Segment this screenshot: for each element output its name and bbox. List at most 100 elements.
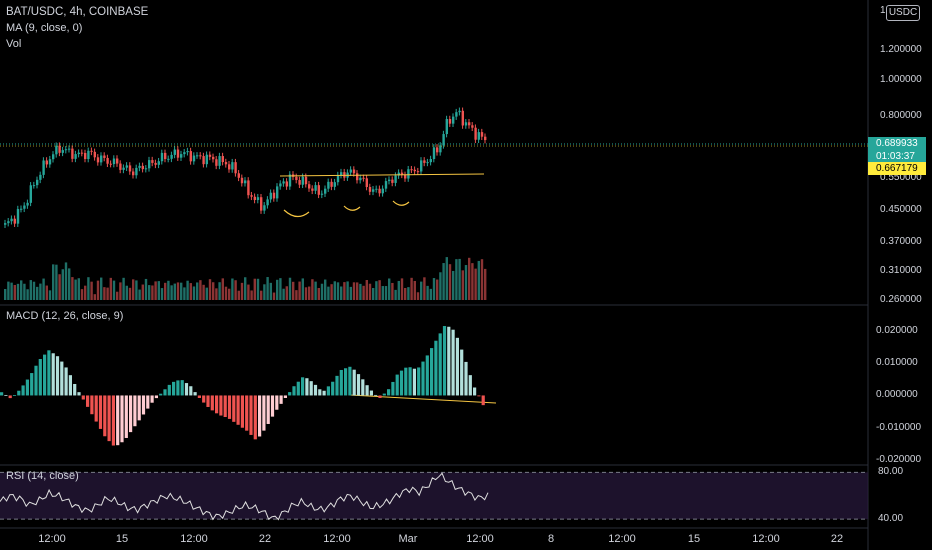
- macd-bar: [21, 385, 25, 396]
- head-arc: [283, 209, 310, 218]
- candle-body: [362, 177, 365, 179]
- volume-bar: [250, 290, 253, 300]
- symbol-legend[interactable]: BAT/USDC, 4h, COINBASE: [6, 6, 149, 18]
- volume-bar: [314, 281, 317, 300]
- price-axis-label: 0.800000: [880, 110, 922, 122]
- candle-body: [208, 154, 212, 157]
- volume-bar: [244, 277, 247, 300]
- candle-body: [39, 174, 42, 180]
- macd-bar: [473, 387, 477, 396]
- rsi-legend[interactable]: RSI (14, close): [6, 470, 79, 482]
- time-axis-label: 22: [258, 533, 272, 545]
- volume-bar: [426, 285, 429, 300]
- volume-legend[interactable]: Vol: [6, 38, 22, 50]
- last-price-tag: 0.689933: [868, 137, 926, 150]
- chart-grid: [0, 0, 869, 550]
- volume-bar: [324, 279, 327, 300]
- volume-bar: [103, 287, 106, 300]
- volume-bar: [42, 278, 45, 300]
- macd-bar: [283, 395, 287, 398]
- candle-body: [304, 176, 308, 185]
- candle-body: [458, 110, 461, 113]
- neckline: [279, 173, 485, 177]
- volume-bar: [362, 285, 365, 300]
- volume-bar: [455, 259, 458, 300]
- volume-bar: [224, 286, 228, 300]
- candle-body: [100, 155, 103, 163]
- candle-body: [36, 179, 39, 186]
- macd-bar: [150, 395, 154, 403]
- candle-body: [244, 180, 247, 184]
- macd-bar: [434, 340, 438, 396]
- macd-bar: [227, 395, 232, 419]
- macd-bar: [51, 353, 55, 396]
- ma-line: [5, 120, 485, 223]
- macd-bar: [468, 375, 472, 396]
- macd-bar: [296, 381, 300, 396]
- candle-body: [320, 193, 324, 195]
- macd-legend[interactable]: MACD (12, 26, close, 9): [6, 310, 124, 322]
- currency-badge[interactable]: USDC: [886, 5, 920, 21]
- macd-bar: [481, 395, 485, 406]
- candle-body: [240, 177, 244, 184]
- macd-bar: [382, 393, 386, 396]
- time-axis-label: 12:00: [752, 533, 780, 545]
- macd-bar: [266, 395, 270, 424]
- volume-bar: [340, 286, 343, 300]
- macd-bar: [305, 378, 309, 396]
- macd-bar: [245, 395, 249, 431]
- macd-axis-label: -0.020000: [876, 454, 922, 465]
- candle-body: [112, 158, 116, 165]
- volume-bar: [439, 272, 442, 300]
- volume-bar: [436, 279, 439, 300]
- volume-bar: [260, 290, 263, 300]
- macd-bar: [309, 381, 313, 396]
- macd-bar: [60, 361, 64, 396]
- candle-body: [439, 145, 442, 153]
- volume-bar: [64, 262, 68, 300]
- candle-body: [228, 164, 231, 170]
- macd-bar: [232, 395, 236, 422]
- volume-bar: [304, 287, 308, 300]
- volume-bar: [228, 288, 231, 300]
- macd-bar: [322, 390, 326, 396]
- candle-body: [141, 165, 144, 170]
- volume-bar: [477, 260, 480, 300]
- time-axis-label: 15: [687, 533, 701, 545]
- candle-body: [298, 180, 301, 185]
- ma-legend[interactable]: MA (9, close, 0): [6, 22, 83, 34]
- macd-bar: [137, 395, 141, 421]
- price-axis-label: 1.200000: [880, 44, 922, 55]
- candle-body: [471, 125, 474, 128]
- macd-bar: [103, 395, 107, 437]
- candle-body: [368, 186, 372, 192]
- volume-bar: [80, 289, 84, 300]
- candle-body: [74, 154, 77, 159]
- candle-body: [381, 188, 384, 194]
- volume-bar: [279, 278, 282, 300]
- candle-body: [420, 160, 423, 172]
- macd-bar: [133, 395, 137, 427]
- macd-bar: [447, 326, 451, 396]
- volume-bar: [381, 286, 384, 300]
- candle-body: [16, 209, 20, 224]
- candle-body: [29, 185, 32, 203]
- macd-bar: [189, 386, 193, 396]
- macd-bar: [141, 395, 146, 415]
- candle-body: [404, 174, 407, 179]
- macd-bar: [455, 337, 459, 396]
- macd-bar: [107, 395, 111, 442]
- volume-bar: [189, 283, 192, 300]
- candle-body: [196, 155, 199, 157]
- candle-body: [148, 160, 151, 169]
- candle-body: [288, 174, 292, 187]
- volume-bar: [20, 280, 23, 300]
- candle-body: [186, 151, 189, 153]
- volume-bar: [196, 282, 199, 300]
- macd-bar: [163, 389, 167, 396]
- macd-bar: [98, 395, 103, 429]
- candle-body: [221, 156, 224, 163]
- price-axis-label: 0.550000: [880, 171, 922, 183]
- candle-body: [164, 152, 167, 159]
